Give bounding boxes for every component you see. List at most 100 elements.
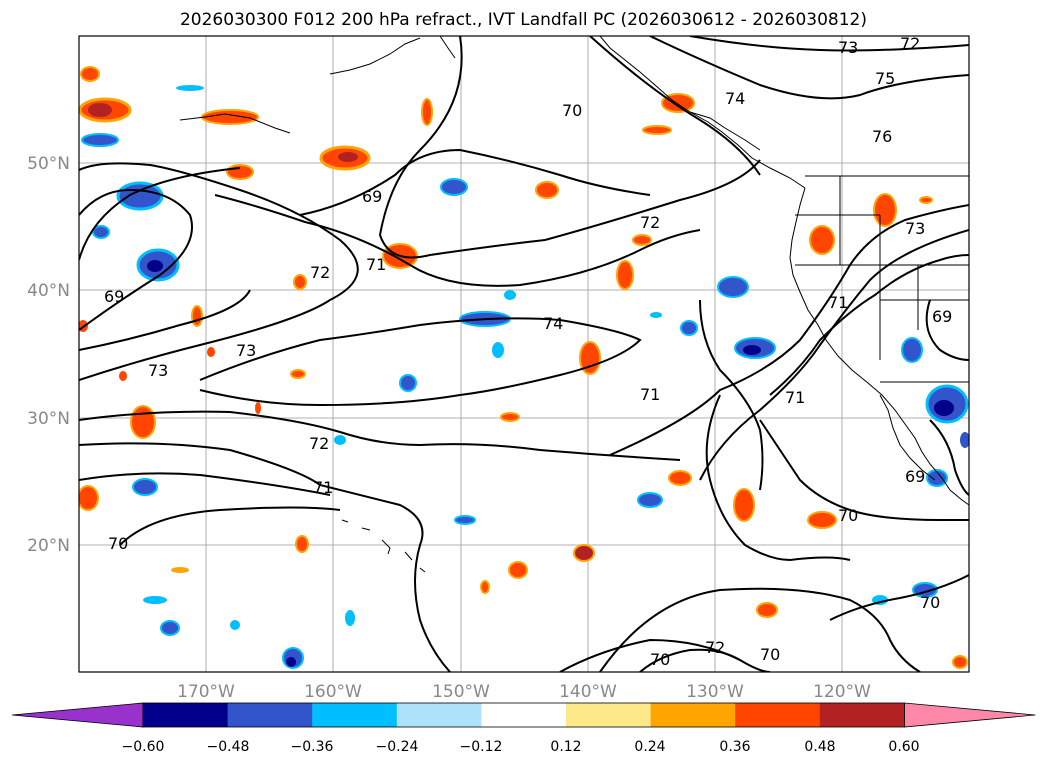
blob-negative: [926, 469, 948, 487]
blob-negative: [637, 492, 663, 508]
positive-anomalies: [79, 66, 968, 669]
colorbar: [11, 702, 1036, 728]
blob-negative: [143, 596, 167, 604]
blob-negative: [650, 312, 662, 318]
contour-line: [378, 36, 761, 259]
contour-line: [639, 648, 741, 672]
contour-label: 72: [640, 213, 660, 232]
blob-negative: [680, 320, 698, 336]
colorbar-ticks: −0.60 −0.48 −0.36 −0.24 −0.12 0.12 0.24 …: [122, 739, 920, 755]
negative-anomalies: [81, 85, 969, 669]
blob-positive: [809, 225, 835, 255]
contour-line: [79, 442, 451, 672]
contour-line: [699, 299, 764, 491]
contour-line: [559, 638, 771, 672]
contour-label: 75: [875, 69, 895, 88]
contour-line: [599, 587, 921, 672]
contour-label: 70: [760, 645, 780, 664]
contour-label: 70: [920, 593, 940, 612]
lon-label: 120°W: [813, 682, 871, 702]
contour-line: [589, 36, 761, 176]
blob-negative: [132, 478, 158, 496]
blob-positive: [919, 196, 933, 204]
contour-line: [79, 188, 193, 331]
lon-label: 150°W: [432, 682, 490, 702]
coastline-baja: [879, 394, 936, 481]
contour-label: 71: [366, 255, 386, 274]
colorbar-tick-label: 0.12: [550, 739, 581, 755]
lat-label: 20°N: [27, 536, 70, 556]
blob-positive: [952, 655, 968, 669]
colorbar-tick-label: −0.60: [122, 739, 165, 755]
blob-positive: [293, 274, 307, 290]
contour-line: [699, 229, 969, 481]
coastline-west-coast: [789, 187, 969, 506]
blob-negative: [717, 276, 749, 298]
blob-positive: [80, 66, 100, 82]
contour-label: 73: [148, 361, 168, 380]
blob-positive: [632, 234, 652, 246]
plot-border: [78, 35, 970, 673]
colorbar-tick-label: 0.24: [634, 739, 665, 755]
lon-label: 140°W: [559, 682, 617, 702]
refractivity-contours: [79, 36, 969, 672]
blob-positive: [616, 260, 634, 290]
contour-line: [649, 36, 969, 100]
blob-positive: [661, 93, 695, 113]
blob-positive: [119, 371, 127, 381]
contour-line: [929, 419, 969, 496]
contour-line: [829, 574, 969, 621]
blob-negative: [334, 435, 346, 445]
contour-label: 72: [309, 434, 329, 453]
lat-label: 30°N: [27, 409, 70, 429]
blob-negative: [286, 657, 296, 667]
blob-negative: [504, 290, 516, 300]
contour-line: [299, 148, 651, 216]
lat-label: 50°N: [27, 154, 70, 174]
contour-label: 72: [900, 34, 920, 53]
contour-line: [689, 36, 969, 52]
lat-labels: 20°N 30°N 40°N 50°N: [27, 154, 70, 556]
blob-negative: [116, 181, 164, 211]
refractivity-shading: [79, 66, 969, 669]
map-title: 2026030300 F012 200 hPa refract., IVT La…: [179, 10, 867, 30]
colorbar-tick-label: 0.60: [888, 739, 919, 755]
colorbar-tick-label: −0.36: [291, 739, 334, 755]
contour-label: 72: [705, 638, 725, 657]
contour-label: 73: [236, 341, 256, 360]
colorbar-segment: [396, 703, 482, 727]
contour-label: 71: [785, 388, 805, 407]
lon-label: 130°W: [686, 682, 744, 702]
blob-positive: [191, 305, 203, 327]
colorbar-segment: [735, 703, 821, 727]
contour-label: 73: [838, 38, 858, 57]
coastline-alaska: [179, 36, 806, 189]
contour-line: [769, 254, 969, 396]
colorbar-extend-low: [11, 702, 144, 728]
blob-positive: [642, 125, 672, 135]
blob-positive: [290, 369, 306, 379]
blob-positive: [226, 164, 254, 180]
blob-negative: [160, 620, 180, 636]
blob-negative: [345, 610, 355, 626]
contour-line: [705, 394, 851, 562]
colorbar-border: [142, 702, 905, 728]
colorbar-segment: [227, 703, 313, 727]
blob-positive: [421, 98, 433, 126]
blob-negative: [960, 432, 969, 448]
blob-positive: [756, 602, 778, 618]
blob-negative: [934, 400, 954, 416]
blob-negative: [81, 133, 119, 147]
blob-positive: [508, 561, 528, 579]
contour-label: 69: [932, 307, 952, 326]
blob-negative: [230, 620, 240, 630]
blob-positive: [295, 535, 309, 553]
blob-positive: [733, 488, 755, 522]
lon-label: 160°W: [304, 682, 362, 702]
lon-labels: 170°W 160°W 150°W 140°W 130°W 120°W: [177, 682, 871, 702]
coastline-vancouver: [689, 111, 761, 151]
plot-area: 73 72 75 74 70 76 69 71 72 73 69 72 71 7…: [79, 34, 969, 672]
contour-label: 72: [310, 263, 330, 282]
contour-line: [79, 289, 251, 351]
